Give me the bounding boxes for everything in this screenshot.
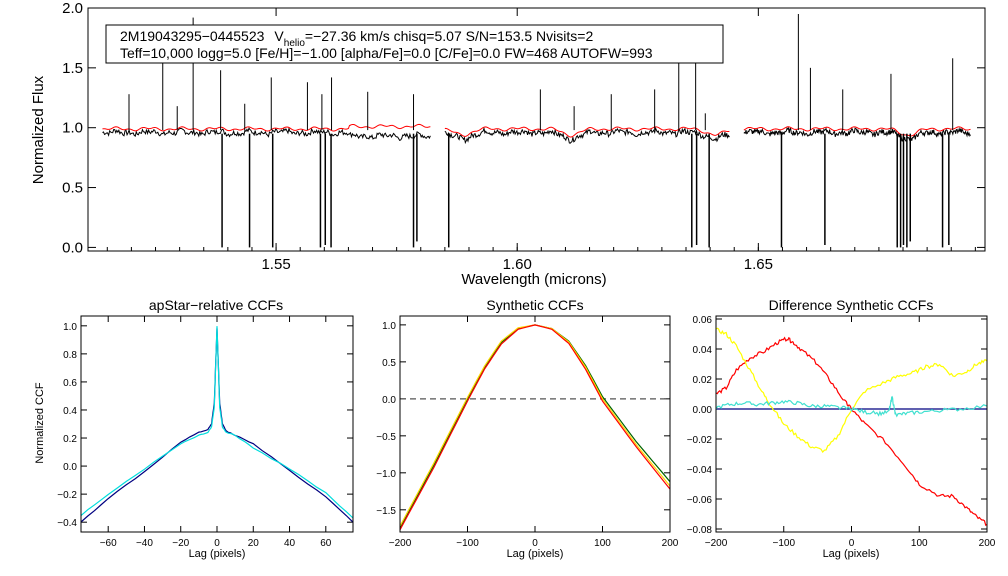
series-visit-3 xyxy=(399,324,671,531)
ytick-label: −0.5 xyxy=(376,432,396,443)
ytick-label: 0.6 xyxy=(63,378,77,389)
synthetic-ccf-plot: −1.5 −1.0 −0.5 0.0 0.5 1.0 −200 −100 0 100 200 xyxy=(376,316,679,549)
spectrum-frame xyxy=(87,7,986,252)
info-v: V xyxy=(274,28,284,44)
ytick-label: 1.0 xyxy=(63,322,77,333)
info-box-frame xyxy=(105,24,724,64)
diff-ccf-panel: Difference Synthetic CCFs −0.08−0.06−0.0… xyxy=(687,297,996,560)
ytick-label: 0.2 xyxy=(63,434,77,445)
spectrum-panel: Normalized Flux 0.0 0.5 1.0 1.5 2.0 1.55 1.60… xyxy=(30,0,986,288)
xtick-label: 0 xyxy=(532,538,538,549)
apstar-ccf-xlabel: Lag (pixels) xyxy=(189,548,246,560)
info-star: 2M19043295−0445523 xyxy=(120,28,265,44)
xtick-label: −20 xyxy=(172,538,189,549)
xtick-label: −100 xyxy=(456,538,479,549)
spectrum-ytick-label: 0.0 xyxy=(62,239,83,256)
series-visit-1 xyxy=(399,324,671,529)
ytick-label: −1.0 xyxy=(376,469,396,480)
info-rest: =−27.36 km/s chisq=5.07 S/N=153.5 Nvisit… xyxy=(305,28,594,44)
ytick-label: −0.02 xyxy=(687,435,713,446)
observed-spectrum-line xyxy=(102,126,431,141)
model-spectrum-line xyxy=(743,126,971,137)
xtick-label: 20 xyxy=(248,538,260,549)
ytick-label: −0.4 xyxy=(57,518,77,529)
ytick-label: −0.08 xyxy=(687,525,713,536)
series-visit-2 xyxy=(80,326,354,519)
xtick-label: 200 xyxy=(979,538,996,549)
xtick-label: 0 xyxy=(849,538,855,549)
synthetic-ccf-frame xyxy=(399,315,671,533)
xtick-label: 200 xyxy=(662,538,679,549)
info-box: 2M19043295−0445523 Vhelio=−27.36 km/s chi… xyxy=(105,24,724,64)
spectrum-ylabel: Normalized Flux xyxy=(30,75,47,184)
ytick-label: 1.0 xyxy=(382,321,396,332)
ytick-label: 0.00 xyxy=(693,405,713,416)
spectrum-xticks: 1.55 1.60 1.65 xyxy=(106,8,976,273)
ytick-label: 0.04 xyxy=(693,345,713,356)
ytick-label: −0.2 xyxy=(57,490,77,501)
diff-ccf-title: Difference Synthetic CCFs xyxy=(769,297,934,313)
spectrum-yticks: 0.0 0.5 1.0 1.5 2.0 xyxy=(62,0,985,256)
spectrum-xtick-label: 1.60 xyxy=(503,256,532,273)
spectrum-ytick-label: 1.5 xyxy=(62,60,83,77)
xtick-label: −200 xyxy=(389,538,412,549)
apstar-ccf-plot: −0.4 −0.2 0.0 0.2 0.4 0.6 0.8 1.0 −60 −40 −20 0 20 40… xyxy=(57,316,354,549)
info-line-2: Teff=10,000 logg=5.0 [Fe/H]=−1.00 [alpha… xyxy=(120,45,653,61)
spectrum-xtick-label: 1.65 xyxy=(744,256,773,273)
model-spectrum-line xyxy=(102,123,431,132)
info-line-1: 2M19043295−0445523 Vhelio=−27.36 km/s chi… xyxy=(120,28,593,49)
xtick-label: 100 xyxy=(911,538,928,549)
apstar-ccf-panel: apStar−relative CCFs Normalized CCF −0.4… xyxy=(34,297,354,560)
xtick-label: −200 xyxy=(705,538,728,549)
xtick-label: −40 xyxy=(136,538,153,549)
ytick-label: 0.02 xyxy=(693,375,713,386)
synthetic-ccf-title: Synthetic CCFs xyxy=(486,297,583,313)
observed-spectrum-line xyxy=(444,126,730,145)
apstar-ccf-ylabel: Normalized CCF xyxy=(34,382,46,464)
series-cyan xyxy=(715,395,988,418)
xtick-label: 40 xyxy=(284,538,296,549)
ytick-label: 0.5 xyxy=(382,358,396,369)
ytick-label: −0.04 xyxy=(687,465,713,476)
xtick-label: 60 xyxy=(320,538,332,549)
model-spectrum-line xyxy=(444,126,730,138)
observed-spectrum-line xyxy=(743,126,971,142)
diff-ccf-xlabel: Lag (pixels) xyxy=(823,548,880,560)
diff-ccf-frame xyxy=(715,315,988,533)
spectrum-lines xyxy=(102,13,971,248)
ytick-label: 0.8 xyxy=(63,350,77,361)
xtick-label: −100 xyxy=(772,538,795,549)
diff-ccf-plot: −0.08 −0.06 −0.04 −0.02 0.00 0.02 0.04 0.06 −200… xyxy=(687,315,996,549)
ytick-label: 0.0 xyxy=(63,462,77,473)
synthetic-ccf-xlabel: Lag (pixels) xyxy=(507,548,564,560)
apstar-ccf-title: apStar−relative CCFs xyxy=(149,297,283,313)
xtick-label: 100 xyxy=(594,538,611,549)
ytick-label: 0.0 xyxy=(382,395,396,406)
spectrum-xtick-label: 1.55 xyxy=(261,256,290,273)
spectrum-xlabel: Wavelength (microns) xyxy=(461,271,606,288)
ytick-label: 0.06 xyxy=(693,315,713,326)
xtick-label: 0 xyxy=(214,538,220,549)
series-visit-1 xyxy=(80,328,354,523)
synthetic-ccf-panel: Synthetic CCFs −1.5 −1.0 −0.5 0.0 0.5 1.0 −200… xyxy=(376,297,679,560)
apstar-ccf-frame xyxy=(80,315,354,533)
spectrum-ytick-label: 1.0 xyxy=(62,120,83,137)
series-red xyxy=(715,336,988,526)
series-yellow xyxy=(715,327,988,453)
xtick-label: −60 xyxy=(100,538,117,549)
ytick-label: −0.06 xyxy=(687,495,713,506)
ytick-label: −1.5 xyxy=(376,506,396,517)
spectrum-ytick-label: 0.5 xyxy=(62,180,83,197)
series-visit-2 xyxy=(399,324,671,527)
info-v-sub: helio xyxy=(284,38,306,49)
spectrum-ytick-label: 2.0 xyxy=(62,0,83,17)
ytick-label: 0.4 xyxy=(63,406,77,417)
